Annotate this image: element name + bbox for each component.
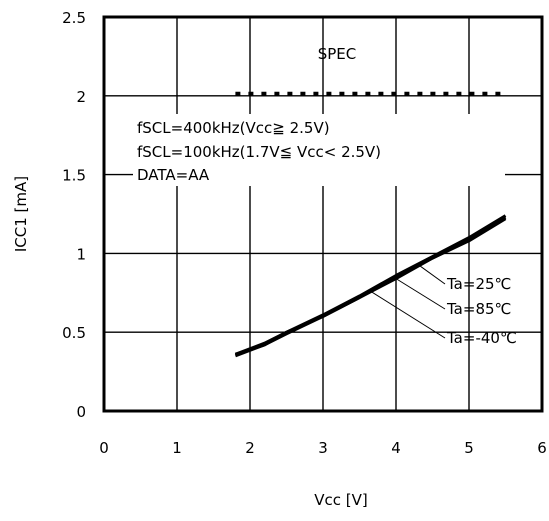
condition-line-1: fSCL=400kHz(Vcc≧ 2.5V) [137,119,330,137]
x-tick-labels: 0 1 2 3 4 5 6 [99,439,547,457]
x-tick-label: 6 [537,439,547,457]
x-tick-label: 5 [464,439,474,457]
y-axis-label: ICC1 [mA] [12,176,30,252]
series-group [234,214,507,358]
grid [104,17,542,411]
y-tick-labels: 0 0.5 1 1.5 2 2.5 [62,9,86,421]
y-tick-label: 0.5 [62,324,86,342]
conditions-background [133,114,505,186]
series-leader-line [417,264,446,285]
y-tick-label: 2 [76,88,86,106]
plot-frame [102,15,544,413]
condition-line-2: fSCL=100kHz(1.7V≦ Vcc< 2.5V) [137,143,381,161]
y-tick-label: 1.5 [62,167,86,185]
x-tick-label: 2 [245,439,255,457]
series-leader-line [395,278,446,310]
spec-label: SPEC [318,45,357,63]
x-tick-label: 1 [172,439,182,457]
y-tick-label: 1 [76,245,86,263]
series-label-ta-85: Ta=85℃ [446,300,511,318]
series-label-ta-25: Ta=25℃ [446,275,511,293]
x-tick-label: 3 [318,439,328,457]
series-line [234,217,507,358]
y-tick-label: 2.5 [62,9,86,27]
condition-line-3: DATA=AA [137,166,210,184]
series-label-ta-minus-40: Ta=-40℃ [446,329,517,347]
y-tick-label: 0 [76,403,86,421]
x-tick-label: 4 [391,439,401,457]
series-leader-line [370,290,446,339]
series-leader-lines [370,264,446,339]
x-axis-label: Vcc [V] [314,491,368,509]
x-tick-label: 0 [99,439,109,457]
